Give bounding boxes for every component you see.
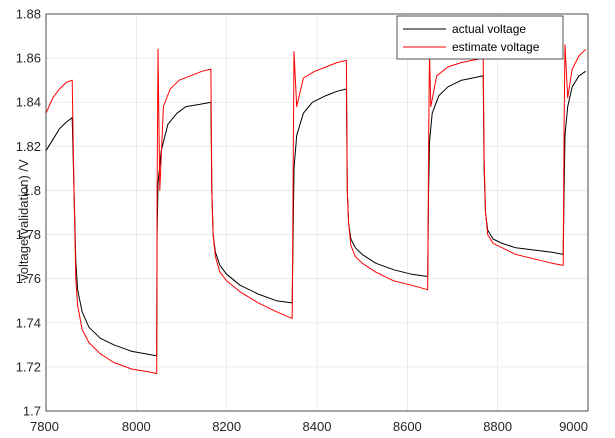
x-tick-label: 9000 (559, 419, 588, 434)
y-axis-label: voltage(validation) /V (16, 159, 31, 281)
y-tick-label: 1.86 (16, 51, 41, 66)
legend-label-estimate: estimate voltage (452, 40, 540, 54)
x-tick-label: 8400 (303, 419, 332, 434)
legend-box (396, 15, 564, 60)
plot-frame (45, 13, 589, 412)
y-tick-label: 1.74 (16, 315, 41, 330)
x-tick-label: 7800 (30, 419, 59, 434)
ticks: 7800 8000 8200 8400 8600 8800 9000 1.7 1.72 1.74 1… (16, 7, 588, 435)
y-tick-label: 1.8 (23, 183, 41, 198)
legend: actual voltage estimate voltage (396, 15, 564, 60)
y-tick-label: 1.7 (23, 404, 41, 419)
series-layer (45, 44, 587, 374)
x-tick-label: 8000 (122, 419, 151, 434)
x-tick-label: 8200 (212, 419, 241, 434)
series-line-actual-voltage (45, 70, 586, 357)
legend-label-actual: actual voltage (452, 22, 526, 36)
x-tick-label: 8600 (393, 419, 422, 434)
y-tick-label: 1.82 (16, 139, 41, 154)
y-tick-label: 1.72 (16, 359, 41, 374)
y-tick-label: 1.84 (16, 95, 41, 110)
y-tick-label: 1.78 (16, 227, 41, 242)
x-tick-label: 8800 (483, 419, 512, 434)
y-tick-label: 1.88 (16, 7, 41, 22)
y-tick-label: 1.76 (16, 271, 41, 286)
series-line-estimate-voltage (45, 44, 587, 374)
